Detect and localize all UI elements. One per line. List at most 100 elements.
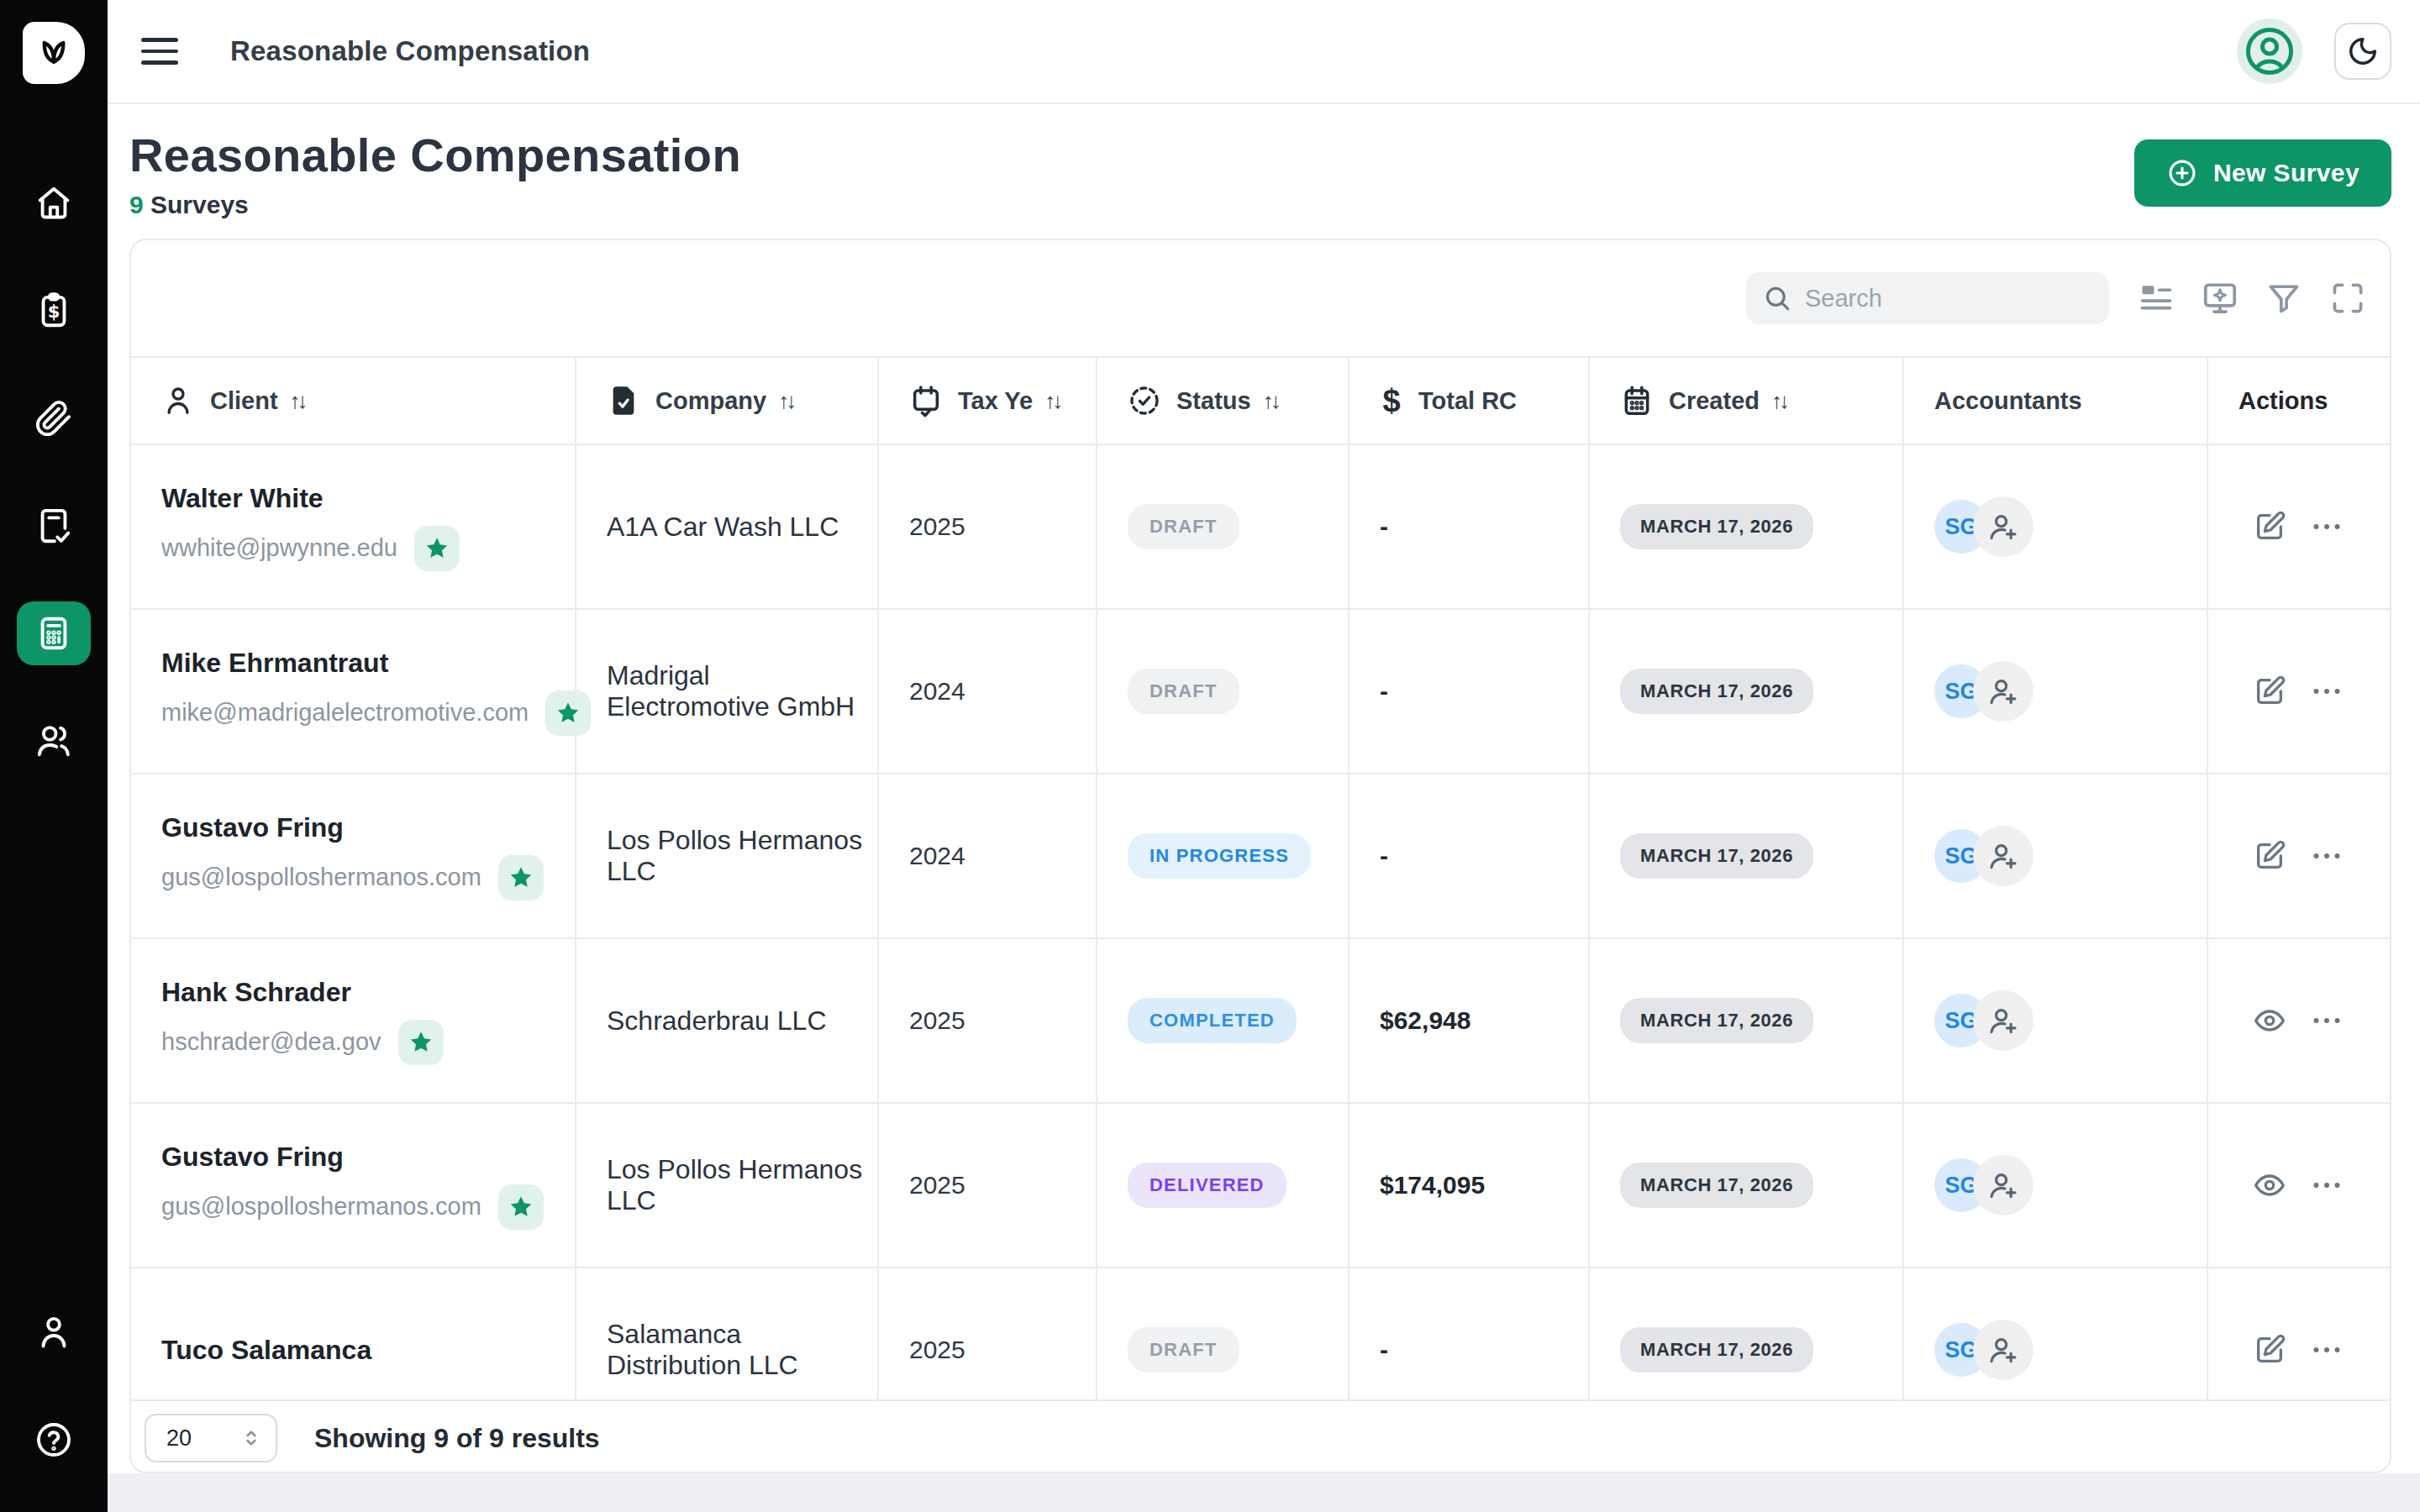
star-badge[interactable] xyxy=(414,526,460,571)
more-actions-button[interactable] xyxy=(2308,1333,2345,1367)
user-icon xyxy=(34,1313,73,1352)
page-title: Reasonable Compensation xyxy=(129,128,741,182)
tax-year-cell: 2025 xyxy=(879,1104,1097,1267)
status-cell: IN PROGRESS xyxy=(1097,774,1349,937)
add-accountant-button[interactable] xyxy=(1973,1155,2033,1215)
analytics-view-button[interactable] xyxy=(2202,280,2238,317)
tax-year-cell: 2025 xyxy=(879,1268,1097,1399)
column-header-client[interactable]: Client↑↓ xyxy=(131,358,576,444)
column-header-tax-year[interactable]: Tax Ye↑↓ xyxy=(879,358,1097,444)
more-actions-button[interactable] xyxy=(2308,1004,2345,1037)
company-cell: Schraderbrau LLC xyxy=(576,939,879,1102)
edit-icon xyxy=(2253,839,2286,873)
more-actions-button[interactable] xyxy=(2308,839,2345,873)
edit-icon xyxy=(2253,1333,2286,1367)
user-plus-icon xyxy=(1987,840,2019,872)
fullscreen-button[interactable] xyxy=(2329,280,2366,317)
rows-icon xyxy=(2138,280,2175,317)
star-badge[interactable] xyxy=(498,855,544,900)
user-plus-icon xyxy=(1987,1005,2019,1037)
filter-icon xyxy=(2265,280,2302,317)
sidebar-item-account[interactable] xyxy=(17,1300,91,1364)
menu-toggle-button[interactable] xyxy=(141,38,178,65)
status-cell: DELIVERED xyxy=(1097,1104,1349,1267)
page-size-select[interactable]: 20 xyxy=(145,1414,277,1462)
more-actions-button[interactable] xyxy=(2308,510,2345,543)
accountants-cell: SG xyxy=(1904,1268,2208,1399)
client-cell: Gustavo Fring gus@lospolloshermanos.com xyxy=(131,1104,576,1267)
view-button[interactable] xyxy=(2253,1168,2286,1202)
column-header-created[interactable]: Created↑↓ xyxy=(1590,358,1904,444)
total-rc-cell: - xyxy=(1349,774,1590,937)
calendar-check-icon xyxy=(909,384,943,417)
theme-toggle-button[interactable] xyxy=(2334,23,2391,80)
users-icon xyxy=(34,722,73,760)
status-badge: DRAFT xyxy=(1128,669,1239,714)
ellipsis-icon xyxy=(2308,1004,2345,1037)
add-accountant-button[interactable] xyxy=(1973,661,2033,722)
add-accountant-button[interactable] xyxy=(1973,496,2033,557)
actions-cell xyxy=(2208,939,2390,1102)
sidebar-item-reasonable-compensation[interactable] xyxy=(17,601,91,665)
sidebar-item-help[interactable] xyxy=(17,1408,91,1472)
company-cell: Salamanca Distribution LLC xyxy=(576,1268,879,1399)
actions-cell xyxy=(2208,774,2390,937)
sidebar-nav xyxy=(0,171,108,773)
app-logo[interactable] xyxy=(23,22,85,84)
add-accountant-button[interactable] xyxy=(1973,990,2033,1051)
user-avatar-button[interactable] xyxy=(2237,18,2302,84)
sort-icon: ↑↓ xyxy=(1263,388,1278,414)
add-accountant-button[interactable] xyxy=(1973,826,2033,886)
add-accountant-button[interactable] xyxy=(1973,1320,2033,1380)
edit-button[interactable] xyxy=(2253,1333,2286,1367)
group-rows-button[interactable] xyxy=(2138,280,2175,317)
accountants-cell: SG xyxy=(1904,939,2208,1102)
paperclip-icon xyxy=(34,399,73,438)
sidebar-item-attachments[interactable] xyxy=(17,386,91,450)
table-row: Walter White wwhite@jpwynne.edu A1A Car … xyxy=(131,445,2390,610)
ellipsis-icon xyxy=(2308,675,2345,708)
column-header-actions: Actions xyxy=(2208,358,2390,444)
star-badge[interactable] xyxy=(498,1184,544,1230)
home-icon xyxy=(34,184,73,223)
edit-button[interactable] xyxy=(2253,510,2286,543)
star-icon xyxy=(508,1194,534,1220)
sidebar-item-clients[interactable] xyxy=(17,709,91,773)
column-header-company[interactable]: Company↑↓ xyxy=(576,358,879,444)
tax-year-cell: 2025 xyxy=(879,445,1097,608)
table-row: Tuco Salamanca Salamanca Distribution LL… xyxy=(131,1268,2390,1399)
column-header-total-rc[interactable]: $Total RC xyxy=(1349,358,1590,444)
accountants-cell: SG xyxy=(1904,774,2208,937)
total-rc-cell: - xyxy=(1349,1268,1590,1399)
star-icon xyxy=(424,536,450,561)
fullscreen-icon xyxy=(2329,280,2366,317)
column-header-status[interactable]: Status↑↓ xyxy=(1097,358,1349,444)
total-rc-cell: $174,095 xyxy=(1349,1104,1590,1267)
table-row: Hank Schrader hschrader@dea.gov Schrader… xyxy=(131,939,2390,1104)
filter-button[interactable] xyxy=(2265,280,2302,317)
star-icon xyxy=(508,865,534,890)
view-button[interactable] xyxy=(2253,1004,2286,1037)
search-input[interactable] xyxy=(1805,285,2092,312)
total-rc-cell: $62,948 xyxy=(1349,939,1590,1102)
star-badge[interactable] xyxy=(398,1020,444,1065)
client-email: gus@lospolloshermanos.com xyxy=(161,864,481,891)
table-row: Mike Ehrmantraut mike@madrigalelectromot… xyxy=(131,610,2390,774)
accountants-cell: SG xyxy=(1904,445,2208,608)
file-check-icon xyxy=(34,507,73,545)
new-survey-button[interactable]: New Survey xyxy=(2134,139,2391,207)
total-rc-cell: - xyxy=(1349,610,1590,773)
star-icon xyxy=(408,1030,434,1055)
more-actions-button[interactable] xyxy=(2308,1168,2345,1202)
sort-icon: ↑↓ xyxy=(778,388,793,414)
dollar-icon: $ xyxy=(1380,383,1403,419)
more-actions-button[interactable] xyxy=(2308,675,2345,708)
sidebar-item-billing[interactable] xyxy=(17,279,91,343)
document-check-icon xyxy=(607,384,640,417)
sidebar-item-home[interactable] xyxy=(17,171,91,235)
edit-button[interactable] xyxy=(2253,839,2286,873)
sidebar-item-forms[interactable] xyxy=(17,494,91,558)
status-badge: DRAFT xyxy=(1128,504,1239,549)
status-badge: IN PROGRESS xyxy=(1128,833,1311,879)
edit-button[interactable] xyxy=(2253,675,2286,708)
